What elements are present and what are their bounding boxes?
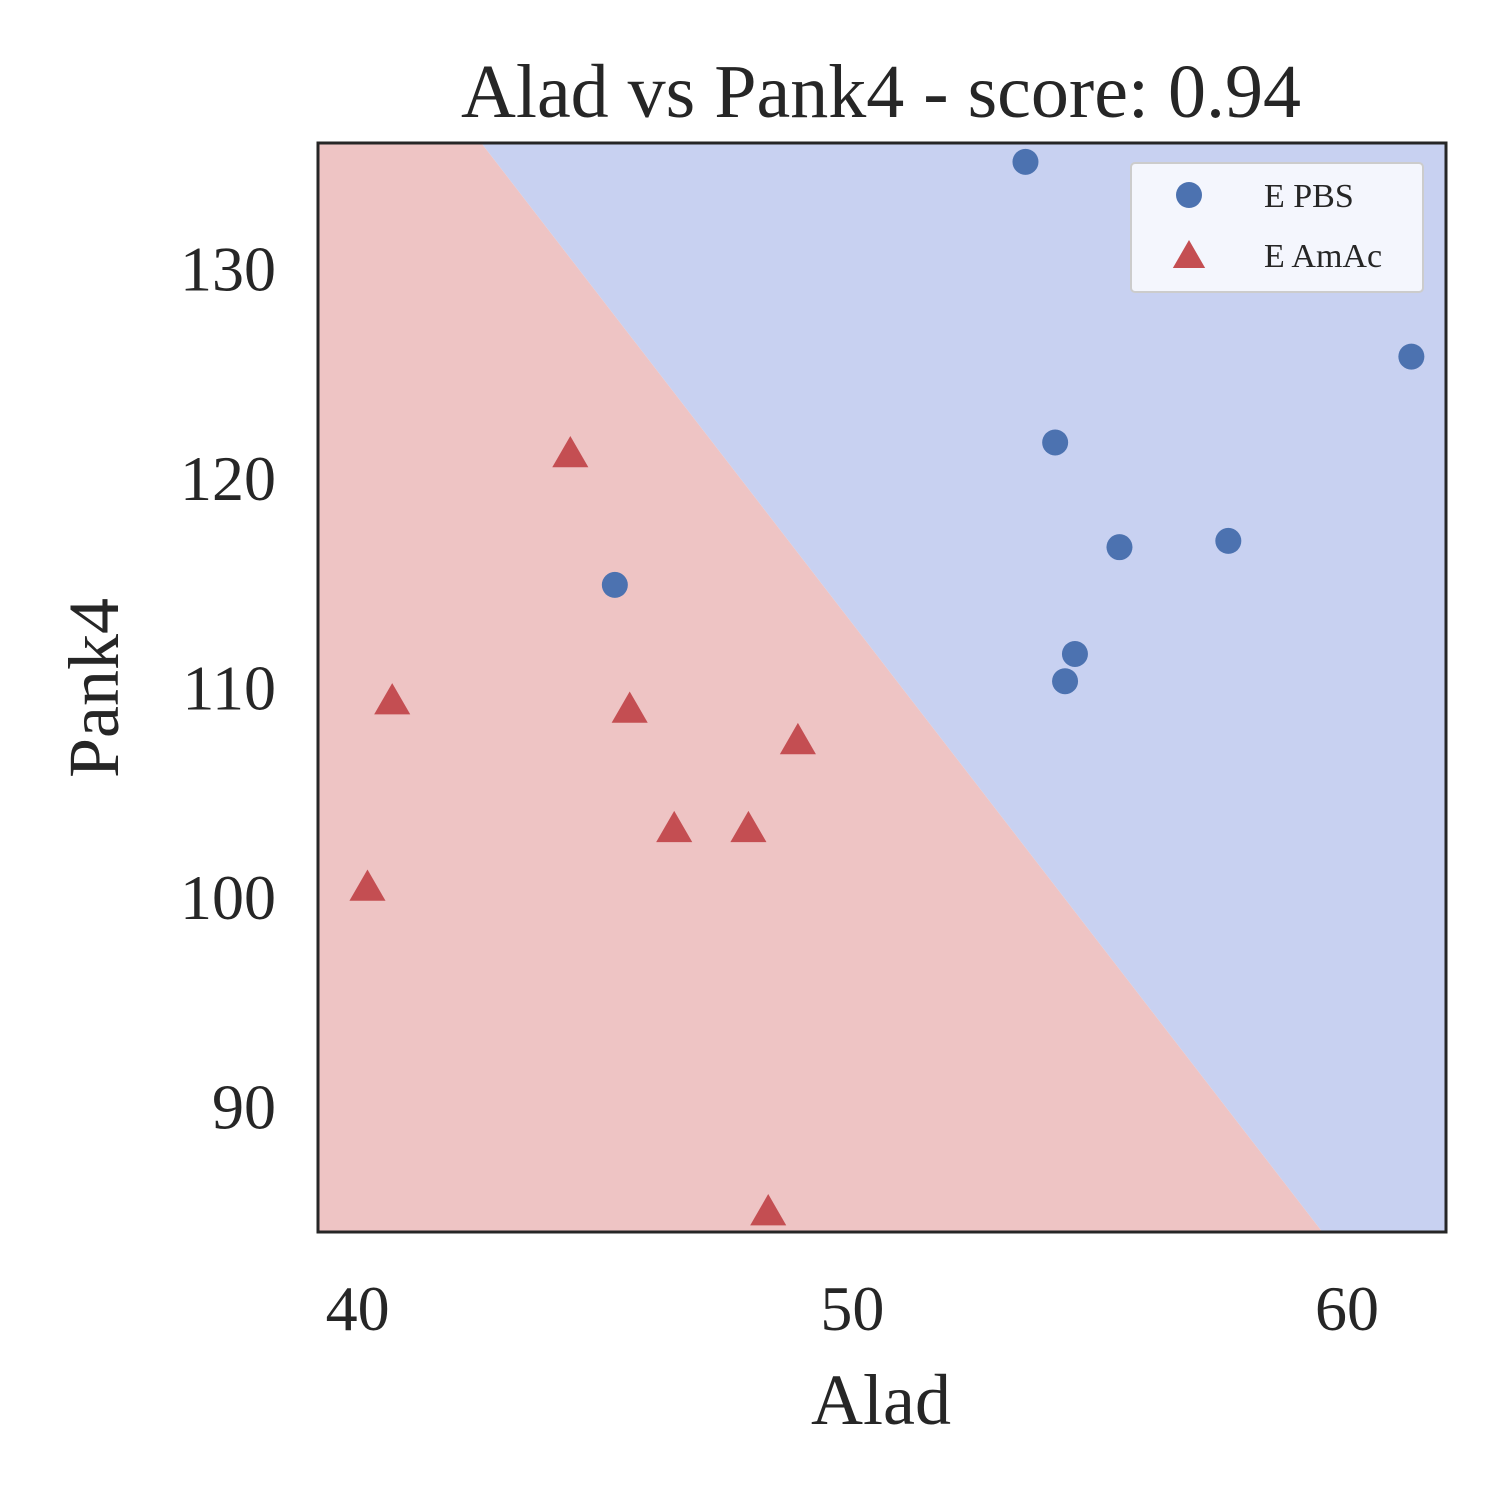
- legend: E PBS E AmAc: [1130, 162, 1424, 293]
- region-e-pbs: [481, 143, 1446, 1232]
- chart-title: Alad vs Pank4 - score: 0.94: [461, 50, 1301, 134]
- point-e-pbs: [1012, 148, 1039, 175]
- point-e-amac: [374, 683, 411, 715]
- point-e-amac: [349, 869, 386, 901]
- legend-marker-e-pbs: [1176, 182, 1202, 208]
- y-tick-label: 130: [180, 234, 276, 305]
- point-e-pbs: [601, 571, 628, 598]
- point-e-pbs: [1106, 534, 1133, 561]
- data-points: [349, 148, 1425, 1226]
- point-e-amac: [750, 1194, 787, 1226]
- x-tick-label: 50: [820, 1273, 884, 1344]
- y-axis-ticks: 90 100 110 120 130: [180, 234, 276, 1143]
- point-e-amac: [552, 435, 589, 468]
- point-e-amac: [779, 722, 816, 755]
- y-tick-label: 100: [180, 862, 276, 933]
- x-tick-label: 40: [326, 1273, 390, 1344]
- y-tick-label: 90: [212, 1071, 276, 1142]
- point-e-pbs: [1398, 343, 1425, 370]
- point-e-amac: [611, 691, 648, 723]
- legend-box: [1130, 162, 1424, 293]
- point-e-pbs: [1061, 640, 1088, 667]
- legend-label-e-amac: E AmAc: [1264, 238, 1382, 275]
- y-tick-label: 120: [180, 443, 276, 514]
- point-e-amac: [656, 810, 693, 843]
- x-axis-label: Alad: [811, 1360, 951, 1440]
- plot-frame: [316, 141, 1448, 1234]
- y-tick-label: 110: [182, 653, 276, 724]
- legend-label-e-pbs: E PBS: [1264, 178, 1354, 215]
- point-e-amac: [730, 810, 767, 843]
- point-e-pbs: [1052, 668, 1079, 695]
- point-e-pbs: [1215, 527, 1242, 554]
- x-axis-ticks: 40 50 60: [326, 1273, 1379, 1344]
- plot-area: [316, 141, 1448, 1234]
- region-e-amac: [318, 143, 1323, 1232]
- x-tick-label: 60: [1315, 1273, 1379, 1344]
- point-e-pbs: [1042, 429, 1069, 456]
- legend-marker-e-amac: [1172, 240, 1206, 269]
- y-axis-label: Pank4: [54, 598, 134, 778]
